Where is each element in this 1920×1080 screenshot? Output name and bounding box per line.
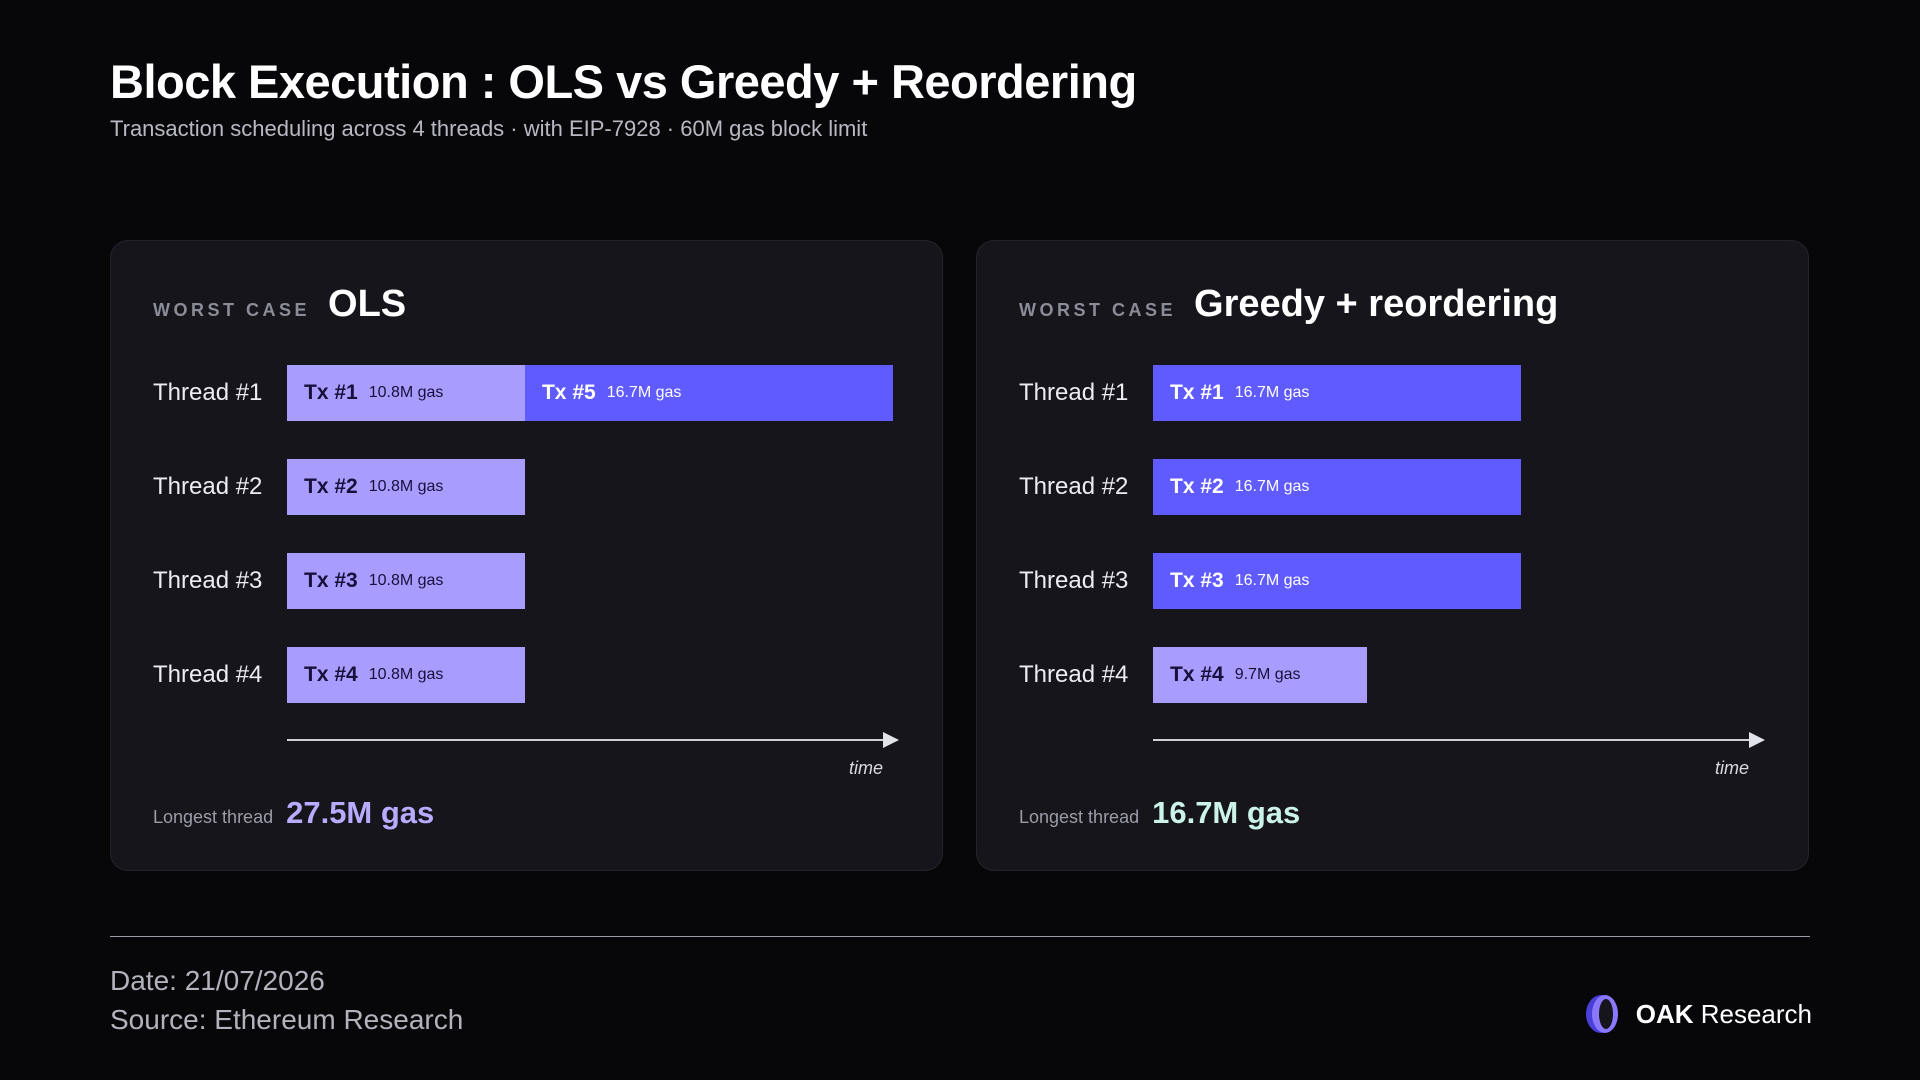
tx-bar: Tx #1 16.7M gas <box>1153 365 1521 421</box>
footer-divider <box>110 936 1810 937</box>
brand-name-bold: OAK <box>1635 998 1694 1029</box>
tx-label: Tx #4 <box>1170 663 1224 686</box>
thread-row: Thread #2 Tx #2 16.7M gas <box>1019 459 1769 515</box>
tx-bar: Tx #2 10.8M gas <box>287 459 525 515</box>
thread-track: Tx #4 9.7M gas <box>1153 647 1773 703</box>
thread-track: Tx #1 16.7M gas <box>1153 365 1773 421</box>
thread-track: Tx #1 10.8M gas Tx #5 16.7M gas <box>287 365 907 421</box>
tx-label: Tx #1 <box>1170 381 1224 404</box>
ols-panel-header: WORST CASE OLS <box>153 283 406 326</box>
tx-label: Tx #3 <box>1170 569 1224 592</box>
tx-gas-label: 10.8M gas <box>368 384 444 401</box>
summary-label: Longest thread <box>153 807 274 827</box>
brand-name: OAK Research <box>1636 999 1812 1030</box>
thread-track: Tx #2 16.7M gas <box>1153 459 1773 515</box>
ols-panel: WORST CASE OLS Thread #1 Tx #1 10.8M gas T… <box>110 240 943 871</box>
thread-track: Tx #3 16.7M gas <box>1153 553 1773 609</box>
summary-label: Longest thread <box>1019 807 1140 827</box>
thread-track: Tx #4 10.8M gas <box>287 647 907 703</box>
oak-logo-icon <box>1585 995 1618 1033</box>
tx-bar: Tx #3 16.7M gas <box>1153 553 1521 609</box>
brand: OAK Research <box>1584 993 1812 1035</box>
thread-label: Thread #2 <box>1019 473 1129 500</box>
page-title: Block Execution : OLS vs Greedy + Reorde… <box>110 55 1137 108</box>
tx-gas-label: 10.8M gas <box>368 666 444 683</box>
tx-bar: Tx #5 16.7M gas <box>524 365 893 421</box>
thread-label: Thread #4 <box>1019 661 1129 688</box>
tx-gas-label: 9.7M gas <box>1234 666 1301 683</box>
ols-kicker: WORST CASE <box>153 300 311 320</box>
ols-thread-rows: Thread #1 Tx #1 10.8M gas Tx #5 16.7M gas T… <box>153 365 903 741</box>
time-arrow-icon <box>287 732 899 748</box>
greedy-summary: Longest thread 16.7M gas <box>1019 795 1300 831</box>
greedy-thread-rows: Thread #1 Tx #1 16.7M gas Thread #2 Tx #2… <box>1019 365 1769 741</box>
ols-summary: Longest thread 27.5M gas <box>153 795 434 831</box>
tx-gas-label: 16.7M gas <box>1234 478 1310 495</box>
thread-row: Thread #2 Tx #2 10.8M gas <box>153 459 903 515</box>
thread-track: Tx #2 10.8M gas <box>287 459 907 515</box>
footer-source: Source: Ethereum Research <box>110 1004 464 1035</box>
tx-bar: Tx #2 16.7M gas <box>1153 459 1521 515</box>
ols-time-axis: time <box>287 728 899 788</box>
thread-row: Thread #3 Tx #3 16.7M gas <box>1019 553 1769 609</box>
tx-label: Tx #5 <box>541 381 596 404</box>
summary-value: 27.5M gas <box>286 795 435 830</box>
time-axis-label: time <box>1714 758 1749 778</box>
thread-row: Thread #4 Tx #4 9.7M gas <box>1019 647 1769 703</box>
greedy-panel: WORST CASE Greedy + reordering Thread #1… <box>976 240 1809 871</box>
footer-date: Date: 21/07/2026 <box>110 965 325 996</box>
tx-bar: Tx #3 10.8M gas <box>287 553 525 609</box>
tx-label: Tx #2 <box>304 475 358 498</box>
thread-label: Thread #3 <box>153 567 263 594</box>
greedy-panel-title: Greedy + reordering <box>1194 283 1559 325</box>
tx-gas-label: 10.8M gas <box>368 572 444 589</box>
tx-bar: Tx #4 10.8M gas <box>287 647 525 703</box>
thread-label: Thread #1 <box>153 379 263 406</box>
tx-label: Tx #3 <box>304 569 358 592</box>
thread-label: Thread #4 <box>153 661 263 688</box>
page-subtitle: Transaction scheduling across 4 threads … <box>110 116 868 141</box>
tx-label: Tx #1 <box>304 381 358 404</box>
thread-track: Tx #3 10.8M gas <box>287 553 907 609</box>
time-arrow-icon <box>1153 732 1765 748</box>
time-axis-label: time <box>848 758 883 778</box>
tx-gas-label: 16.7M gas <box>1234 384 1310 401</box>
thread-row: Thread #3 Tx #3 10.8M gas <box>153 553 903 609</box>
thread-label: Thread #2 <box>153 473 263 500</box>
thread-row: Thread #1 Tx #1 16.7M gas <box>1019 365 1769 421</box>
tx-label: Tx #2 <box>1170 475 1224 498</box>
thread-row: Thread #1 Tx #1 10.8M gas Tx #5 16.7M gas <box>153 365 903 421</box>
thread-label: Thread #1 <box>1019 379 1129 406</box>
tx-gas-label: 10.8M gas <box>368 478 444 495</box>
greedy-time-axis: time <box>1153 728 1765 788</box>
thread-row: Thread #4 Tx #4 10.8M gas <box>153 647 903 703</box>
greedy-panel-header: WORST CASE Greedy + reordering <box>1019 283 1558 326</box>
summary-value: 16.7M gas <box>1152 795 1301 830</box>
tx-label: Tx #4 <box>304 663 358 686</box>
tx-gas-label: 16.7M gas <box>1234 572 1310 589</box>
tx-bar: Tx #4 9.7M gas <box>1153 647 1367 703</box>
thread-label: Thread #3 <box>1019 567 1129 594</box>
brand-name-rest: Research <box>1693 998 1812 1029</box>
ols-panel-title: OLS <box>328 283 407 325</box>
greedy-kicker: WORST CASE <box>1019 300 1177 320</box>
tx-gas-label: 16.7M gas <box>606 384 682 401</box>
tx-bar: Tx #1 10.8M gas <box>287 365 525 421</box>
